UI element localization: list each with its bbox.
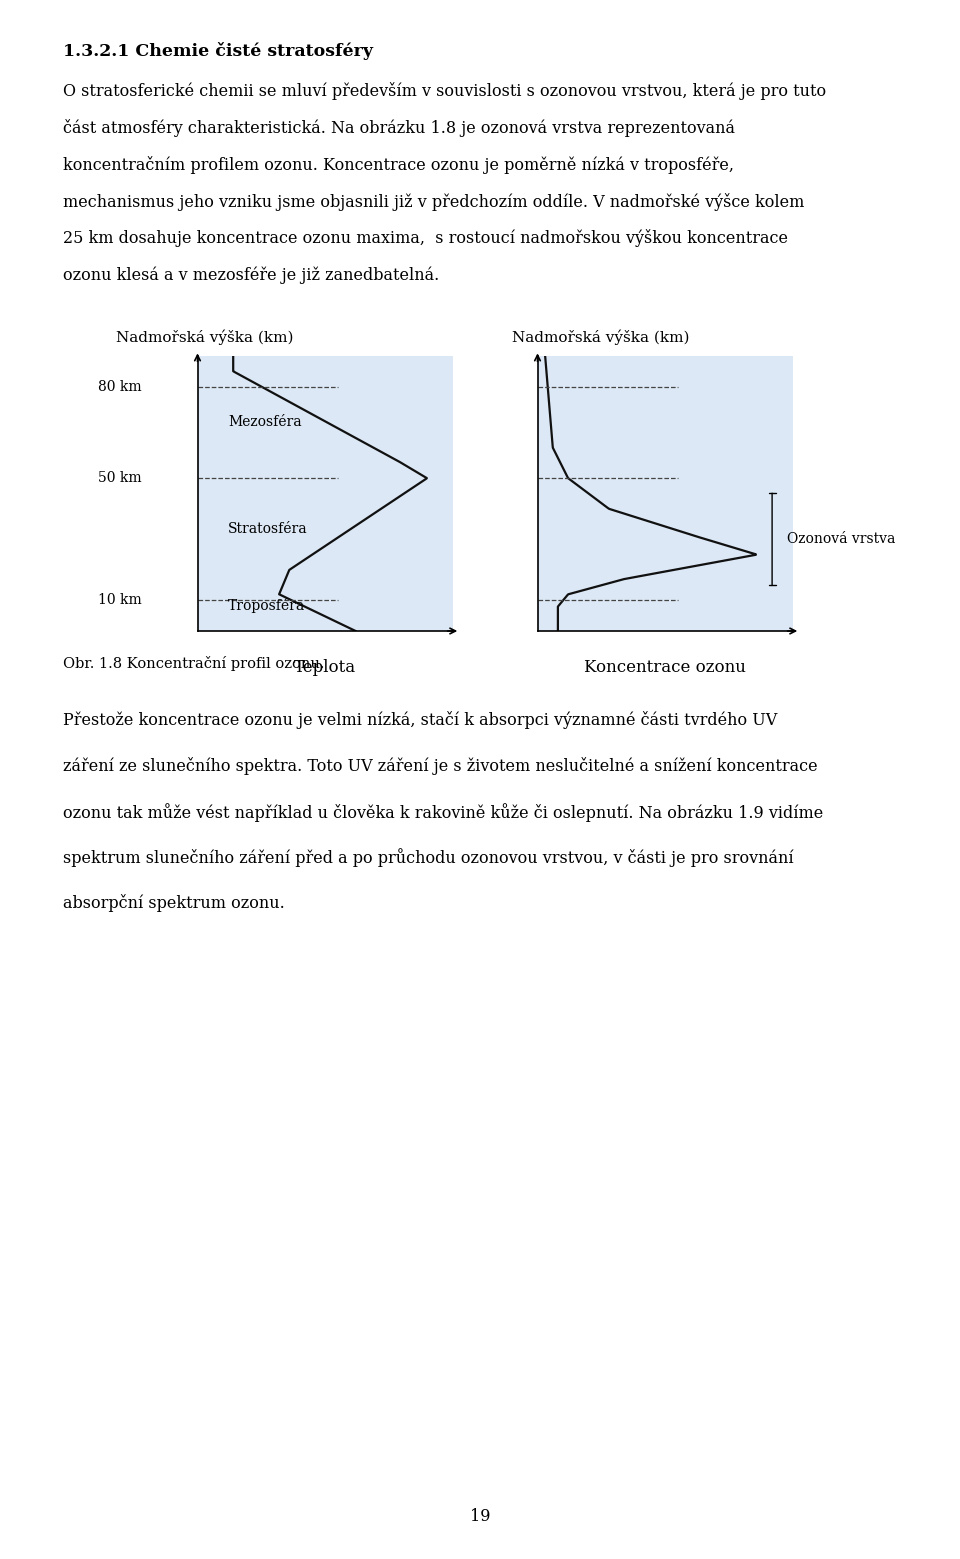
Text: ozonu klesá a v mezosféře je již zanedbatelná.: ozonu klesá a v mezosféře je již zanedba…	[63, 267, 440, 284]
Text: 50 km: 50 km	[98, 471, 141, 485]
Text: záření ze slunečního spektra. Toto UV záření je s životem neslučitelné a snížení: záření ze slunečního spektra. Toto UV zá…	[63, 756, 818, 775]
Text: absorpční spektrum ozonu.: absorpční spektrum ozonu.	[63, 895, 285, 912]
Text: Troposféra: Troposféra	[228, 597, 305, 613]
Text: 25 km dosahuje koncentrace ozonu maxima,  s rostoucí nadmořskou výškou koncentra: 25 km dosahuje koncentrace ozonu maxima,…	[63, 229, 788, 248]
Text: Obr. 1.8 Koncentrační profil ozonu.: Obr. 1.8 Koncentrační profil ozonu.	[63, 656, 324, 670]
Text: 1.3.2.1 Chemie čisté stratosféry: 1.3.2.1 Chemie čisté stratosféry	[63, 42, 373, 59]
Text: Koncentrace ozonu: Koncentrace ozonu	[584, 658, 746, 675]
Text: mechanismus jeho vzniku jsme objasnili již v předchozím oddíle. V nadmořské výšc: mechanismus jeho vzniku jsme objasnili j…	[63, 192, 804, 210]
Text: koncentračním profilem ozonu. Koncentrace ozonu je poměrně nízká v troposféře,: koncentračním profilem ozonu. Koncentrac…	[63, 156, 734, 173]
Text: ozonu tak může vést například u člověka k rakovině kůže či oslepnutí. Na obrázku: ozonu tak může vést například u člověka …	[63, 803, 824, 822]
Text: Přestože koncentrace ozonu je velmi nízká, stačí k absorpci významné části tvrdé: Přestože koncentrace ozonu je velmi nízk…	[63, 711, 778, 730]
Text: Mezosféra: Mezosféra	[228, 415, 301, 429]
Text: Teplota: Teplota	[294, 658, 356, 675]
Text: spektrum slunečního záření před a po průchodu ozonovou vrstvou, v části je pro s: spektrum slunečního záření před a po prů…	[63, 848, 794, 867]
Text: Ozonová vrstva: Ozonová vrstva	[787, 532, 896, 546]
Text: Stratosféra: Stratosféra	[228, 522, 308, 536]
Text: Nadmořská výška (km): Nadmořská výška (km)	[512, 329, 689, 345]
Text: Nadmořská výška (km): Nadmořská výška (km)	[116, 329, 294, 345]
Text: 80 km: 80 km	[98, 379, 141, 393]
Text: 10 km: 10 km	[98, 594, 141, 608]
Text: 19: 19	[469, 1508, 491, 1525]
Text: O stratosferické chemii se mluví především v souvislosti s ozonovou vrstvou, kte: O stratosferické chemii se mluví předevš…	[63, 83, 827, 100]
Text: část atmosféry charakteristická. Na obrázku 1.8 je ozonová vrstva reprezentovaná: část atmosféry charakteristická. Na obrá…	[63, 118, 735, 137]
